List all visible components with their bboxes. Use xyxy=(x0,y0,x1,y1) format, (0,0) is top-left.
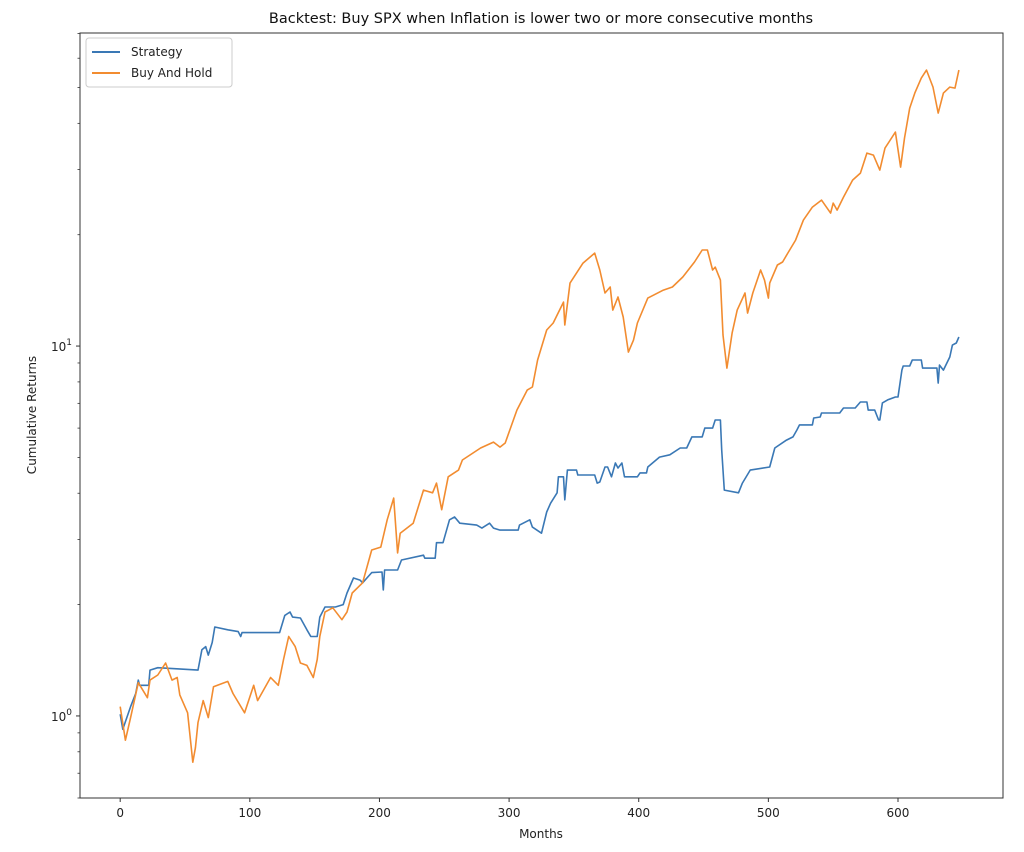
legend: Strategy Buy And Hold xyxy=(85,37,233,88)
x-tick-label: 0 xyxy=(116,806,124,820)
x-tick-label: 200 xyxy=(368,806,391,820)
x-tick-label: 500 xyxy=(757,806,780,820)
x-tick-label: 600 xyxy=(887,806,910,820)
y-tick-label: 101 xyxy=(51,338,72,354)
chart-title: Backtest: Buy SPX when Inflation is lowe… xyxy=(269,11,813,27)
x-tick-label: 300 xyxy=(498,806,521,820)
legend-label-buy-and-hold: Buy And Hold xyxy=(131,66,212,80)
plot-frame xyxy=(79,32,1004,799)
y-tick-base: 10 xyxy=(51,710,66,724)
y-tick-label: 100 xyxy=(51,708,72,724)
x-axis-label: Months xyxy=(519,827,563,841)
plot-area xyxy=(119,69,960,763)
y-tick-exponent: 1 xyxy=(66,338,72,348)
x-tick-label: 400 xyxy=(627,806,650,820)
y-axis-label: Cumulative Returns xyxy=(25,356,39,474)
legend-box xyxy=(85,37,233,88)
y-tick-exponent: 0 xyxy=(66,708,72,718)
legend-label-strategy: Strategy xyxy=(131,45,182,59)
x-tick-label: 100 xyxy=(238,806,261,820)
y-tick-base: 10 xyxy=(51,340,66,354)
series-line-strategy xyxy=(119,336,960,731)
series-line-buy-and-hold xyxy=(119,69,960,763)
